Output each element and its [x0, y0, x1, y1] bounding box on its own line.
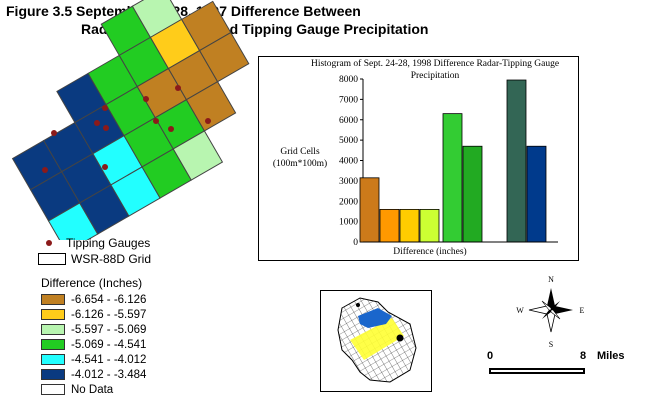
tipping-gauge-dot — [102, 164, 108, 170]
histogram-ylabel-line2: (100m*100m) — [272, 159, 328, 169]
tipping-gauge-dot — [175, 85, 181, 91]
y-tick-label: 4000 — [339, 157, 358, 167]
y-tick-label: 0 — [353, 238, 358, 248]
scale-bar-graphic — [489, 368, 585, 374]
inset-yellow-area — [350, 318, 404, 360]
scale-start: 0 — [487, 350, 494, 362]
y-tick-label: 6000 — [339, 116, 358, 126]
legend-swatch — [41, 369, 65, 380]
legend-class-label: -6.126 - -5.597 — [71, 308, 147, 321]
legend-swatch — [41, 324, 65, 335]
legend-class-row: -6.126 - -5.597 — [41, 308, 146, 321]
legend-class-row: -6.654 - -6.126 — [41, 293, 146, 306]
legend-grid-label: WSR-88D Grid — [71, 252, 152, 266]
legend-swatch — [41, 384, 65, 395]
histogram-xlabel: Difference (inches) — [393, 247, 467, 257]
legend-class-label: -4.541 - -4.012 — [71, 353, 147, 366]
legend-difference-title: Difference (Inches) — [41, 276, 143, 290]
legend-class-label: -6.654 - -6.126 — [71, 293, 147, 306]
histogram-bar — [462, 145, 483, 243]
legend-tipping-gauges: Tipping Gauges — [46, 236, 150, 250]
grid-box-icon — [38, 253, 66, 265]
scale-end: 8 — [580, 350, 587, 362]
histogram-ylabel-line1: Grid Cells — [280, 147, 320, 157]
grid-cell — [198, 31, 250, 83]
y-tick-label: 8000 — [339, 75, 358, 85]
legend-swatch — [41, 339, 65, 350]
y-tick-label: 1000 — [339, 218, 358, 228]
legend-grid: WSR-88D Grid — [38, 252, 151, 266]
histogram-frame — [258, 56, 579, 261]
tipping-gauge-dot — [205, 118, 211, 124]
inset-marker-dot — [396, 334, 404, 342]
histogram-chart: 0 1000 2000 3000 4000 5000 6000 7000 8000 — [339, 75, 558, 248]
tipping-gauge-dot — [153, 118, 159, 124]
legend-swatch — [41, 354, 65, 365]
gauge-dot-icon — [46, 240, 52, 246]
histogram-bar — [506, 79, 527, 243]
figure-title-line1: Figure 3.5 September 24-28, 1997 Differe… — [6, 3, 361, 19]
legend-class-row: -5.069 - -4.541 — [41, 338, 146, 351]
legend-class-label: -4.012 - -3.484 — [71, 368, 147, 381]
y-tick-label: 3000 — [339, 177, 358, 187]
compass-e: E — [580, 306, 585, 315]
inset-blue-area — [358, 308, 392, 328]
histogram-bar — [419, 208, 440, 243]
tipping-gauge-dot — [168, 126, 174, 132]
histogram-title: Histogram of Sept. 24-28, 1998 Differenc… — [310, 59, 560, 81]
legend-class-label: No Data — [71, 383, 114, 396]
y-tick-label: 5000 — [339, 136, 358, 146]
tipping-gauge-dot — [143, 96, 149, 102]
legend-class-label: -5.069 - -4.541 — [71, 338, 147, 351]
grid-cell — [172, 130, 224, 181]
compass-n: N — [548, 275, 554, 284]
legend-class-row: -4.541 - -4.012 — [41, 353, 146, 366]
inset-marker-dot — [356, 303, 360, 307]
compass-w: W — [516, 306, 524, 315]
inset-map-frame — [320, 290, 432, 392]
legend-swatch — [41, 294, 65, 305]
legend-class-label: -5.597 - -5.069 — [71, 323, 147, 336]
legend-tipping-gauges-label: Tipping Gauges — [66, 236, 151, 250]
legend-swatch — [41, 309, 65, 320]
tipping-gauge-dot — [94, 120, 100, 126]
inset-locator-map — [337, 297, 417, 383]
legend-class-row: -4.012 - -3.484 — [41, 368, 146, 381]
tipping-gauge-dot — [51, 130, 57, 136]
legend-class-row: No Data — [41, 383, 113, 396]
compass-rose-icon: N S E W — [516, 275, 585, 349]
histogram-ylabel: Grid Cells (100m*100m) — [264, 146, 336, 170]
y-tick-label: 2000 — [339, 197, 358, 207]
histogram-bar — [359, 177, 380, 243]
scale-unit: Miles — [597, 350, 625, 362]
histogram-bar — [526, 145, 547, 243]
difference-grid-map — [11, 0, 250, 240]
grid-cell — [185, 81, 237, 132]
histogram-bar — [442, 113, 463, 243]
histogram-bar — [379, 208, 400, 243]
tipping-gauge-dot — [42, 167, 48, 173]
legend-class-row: -5.597 - -5.069 — [41, 323, 146, 336]
compass-s: S — [549, 340, 553, 349]
tipping-gauge-dot — [103, 125, 109, 131]
histogram-bar — [399, 208, 420, 243]
tipping-gauge-dot — [102, 105, 108, 111]
y-tick-label: 7000 — [339, 95, 358, 105]
